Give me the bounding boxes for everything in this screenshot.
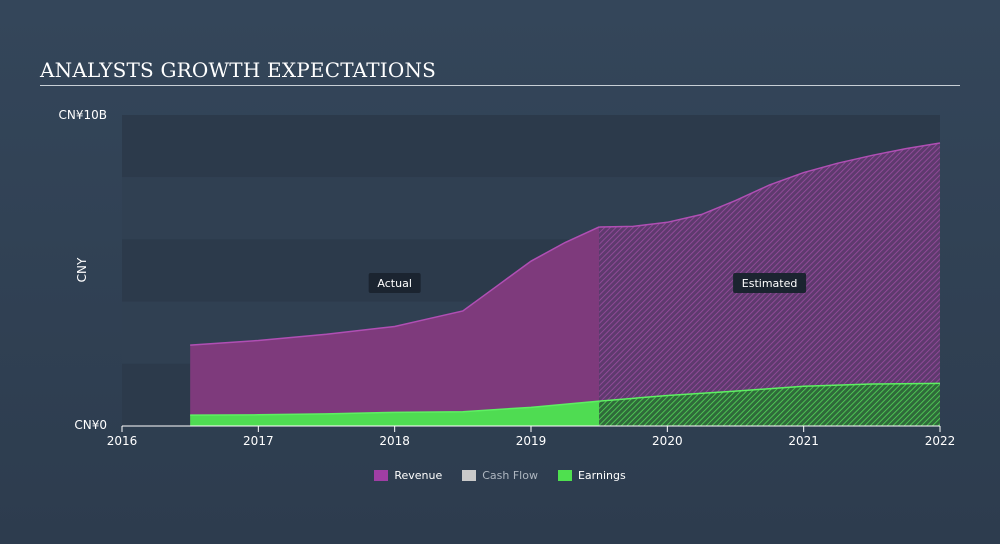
earnings-area-estimated xyxy=(599,383,940,426)
x-tick-label-2016: 2016 xyxy=(107,434,138,448)
legend-label-earnings: Earnings xyxy=(577,469,626,482)
y-tick-label-bottom: CN¥0 xyxy=(74,418,107,432)
x-tick-label-2020: 2020 xyxy=(652,434,683,448)
y-tick-label-top: CN¥10B xyxy=(59,108,108,122)
legend-item-earnings[interactable]: Earnings xyxy=(557,469,626,482)
chart-labels: Actual Estimated xyxy=(368,273,807,293)
chart-axes: 2016 2017 2018 2019 2020 2021 2022 CN¥10B CN¥0 CN… xyxy=(59,108,956,448)
x-tick-label-2021: 2021 xyxy=(788,434,819,448)
title-divider xyxy=(40,85,960,86)
x-tick-label-2022: 2022 xyxy=(925,434,956,448)
revenue-line-actual xyxy=(190,226,600,346)
earnings-line-estimated xyxy=(599,382,941,402)
estimated-label: Estimated xyxy=(742,277,798,290)
earnings-line-actual xyxy=(190,400,600,416)
chart-title: ANALYSTS GROWTH EXPECTATIONS xyxy=(40,58,437,82)
legend-swatch-earnings xyxy=(557,470,572,481)
legend-item-cash-flow[interactable]: Cash Flow xyxy=(462,469,538,482)
estimated-label-bg xyxy=(733,273,807,293)
x-tick-label-2017: 2017 xyxy=(243,434,274,448)
actual-label: Actual xyxy=(377,277,411,290)
plot-band xyxy=(122,115,940,178)
legend-item-revenue[interactable]: Revenue xyxy=(374,469,442,482)
revenue-line-estimated xyxy=(599,142,941,228)
chart-legend: Revenue Cash Flow Earnings xyxy=(0,469,1000,482)
x-tick-label-2018: 2018 xyxy=(379,434,410,448)
legend-swatch-revenue xyxy=(374,470,389,481)
legend-label-revenue: Revenue xyxy=(394,469,443,482)
y-axis-label: CNY xyxy=(75,257,89,282)
legend-label-cash-flow: Cash Flow xyxy=(482,469,538,482)
earnings-area-actual xyxy=(190,401,600,426)
actual-label-bg xyxy=(368,273,421,293)
legend-swatch-cash-flow xyxy=(462,470,477,481)
x-tick-label-2019: 2019 xyxy=(516,434,547,448)
